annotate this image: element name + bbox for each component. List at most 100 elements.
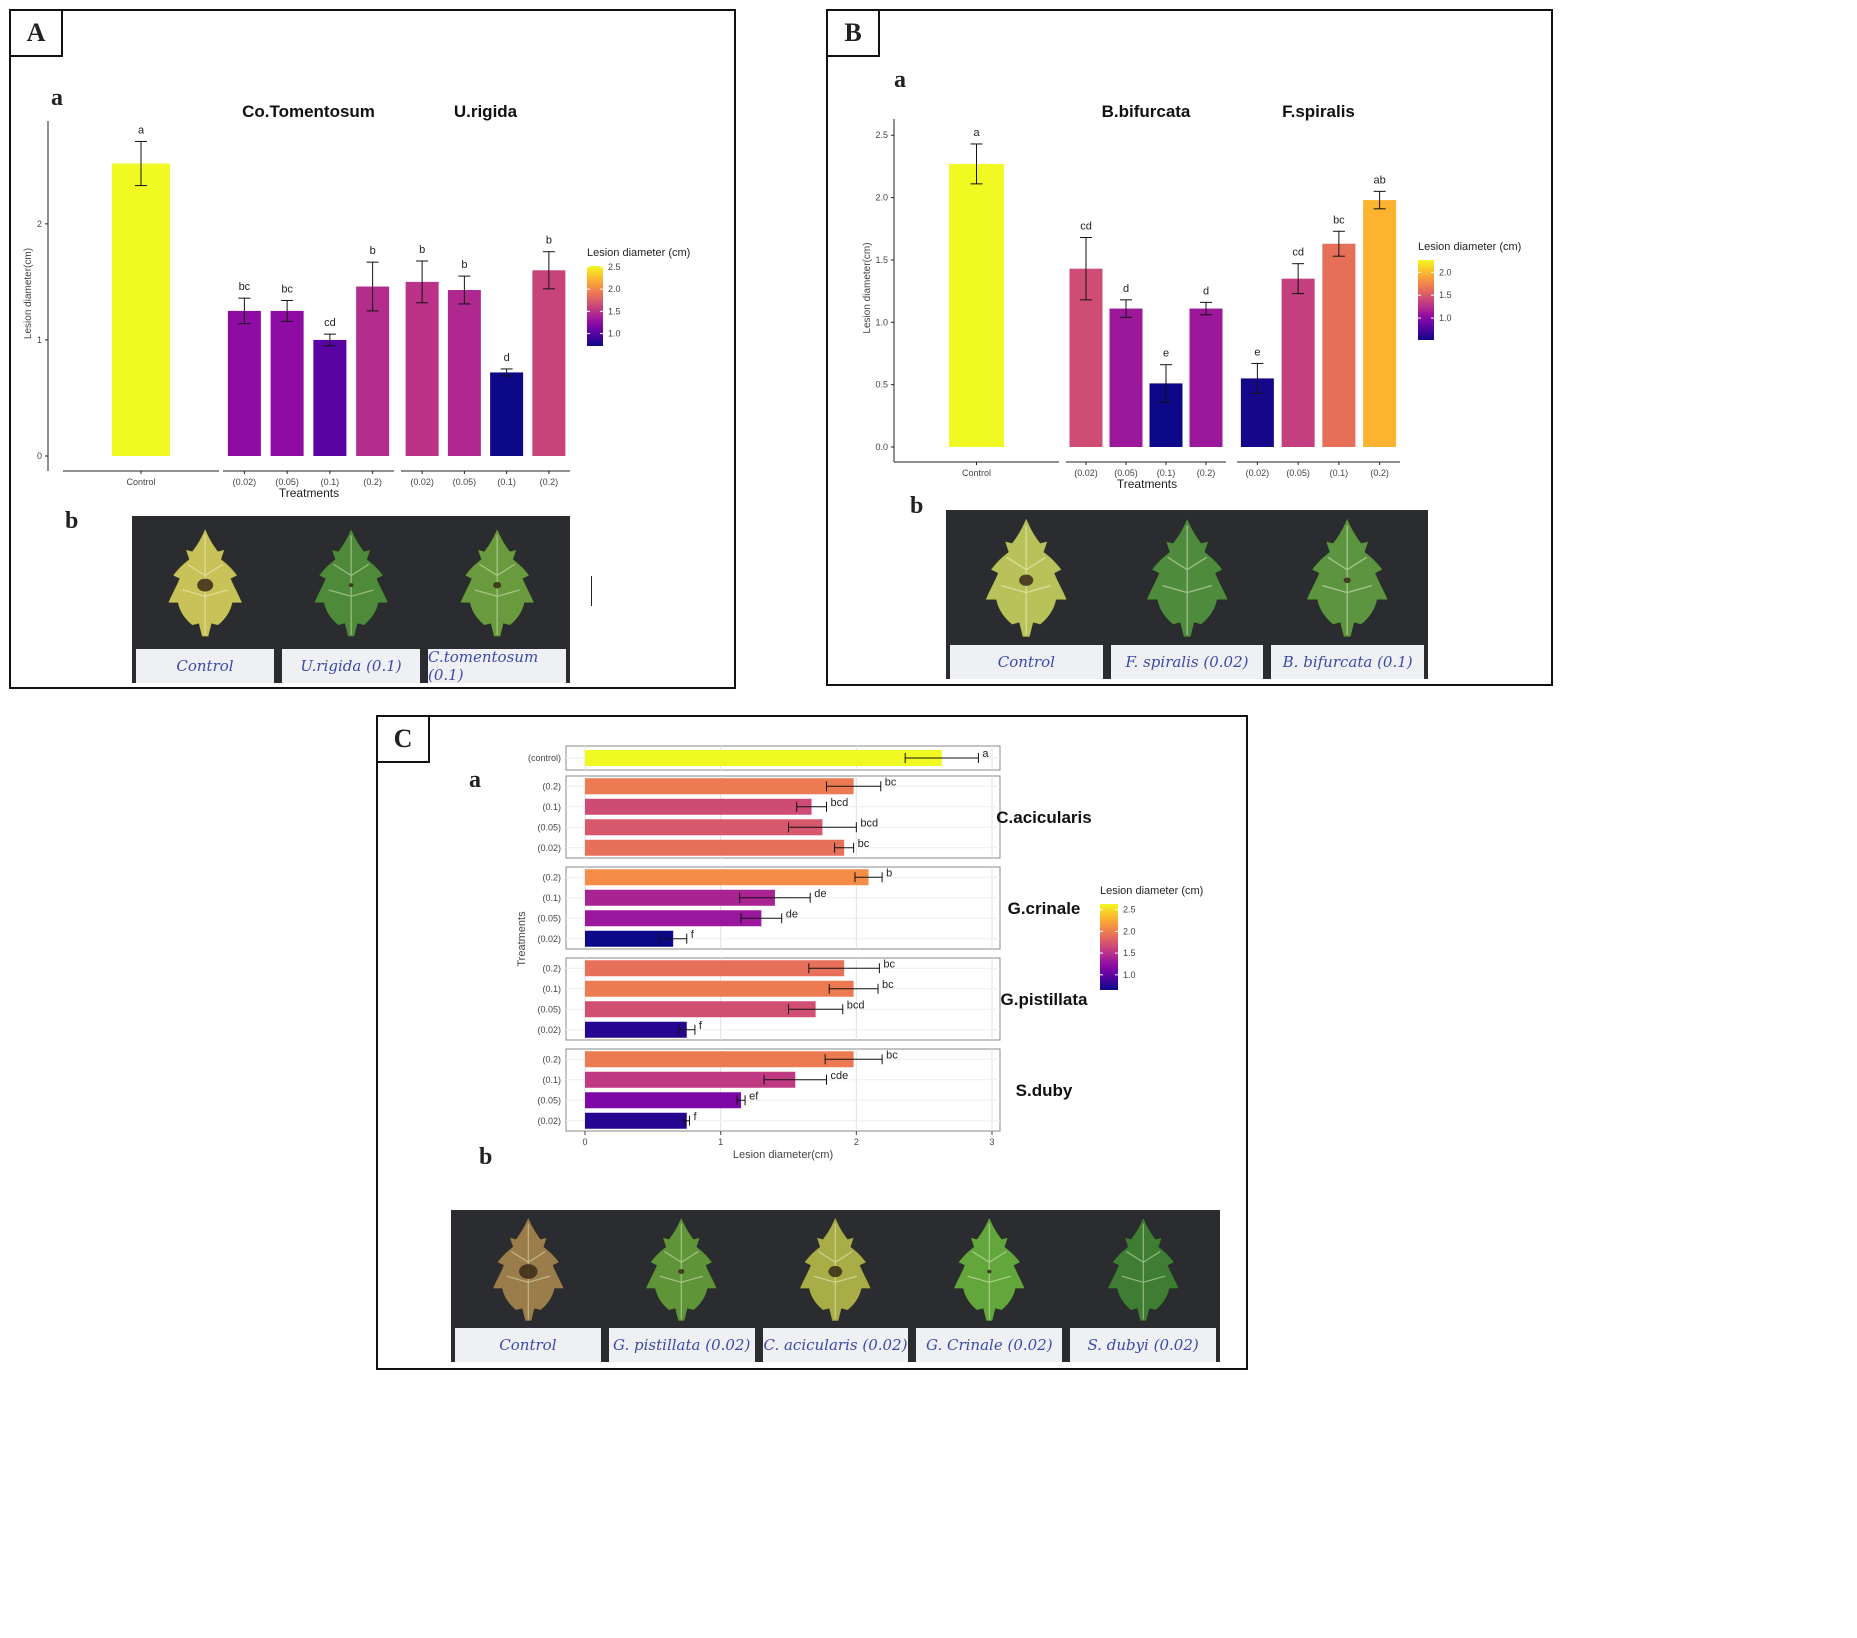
a-legend-tick-label: 1.0 xyxy=(608,329,621,339)
leaf-caption: C.tomentosum (0.1) xyxy=(428,648,566,683)
c-bar xyxy=(585,980,854,997)
b-significance-letter: e xyxy=(1163,348,1169,360)
c-x-axis-title: Lesion diameter(cm) xyxy=(733,1149,833,1161)
c-y-tick-label: (0.05) xyxy=(537,1004,561,1014)
a-x-tick-label: (0.2) xyxy=(540,477,559,487)
b-bar xyxy=(1322,243,1356,447)
a-legend-tick-label: 2.0 xyxy=(608,284,621,294)
c-y-tick-label: (0.2) xyxy=(542,1054,561,1064)
c-y-tick-label: (0.02) xyxy=(537,1116,561,1126)
c-y-tick-label: (0.2) xyxy=(542,963,561,973)
c-y-tick-label: (0.02) xyxy=(537,934,561,944)
leaf-icon xyxy=(1107,1216,1180,1322)
b-significance-letter: ab xyxy=(1374,174,1386,186)
panel-c-sub-a: a xyxy=(469,767,481,793)
c-significance-letter: bc xyxy=(885,776,897,788)
leaf-icon xyxy=(1306,517,1389,638)
c-bar xyxy=(585,1021,687,1038)
c-bar xyxy=(585,839,845,856)
c-legend-tick-label: 1.0 xyxy=(1123,970,1136,980)
c-significance-letter: bc xyxy=(882,979,894,991)
a-significance-letter: b xyxy=(461,259,467,271)
b-significance-letter: d xyxy=(1203,285,1209,297)
a-legend-tick-label: 1.5 xyxy=(608,306,621,316)
leaf-icon xyxy=(953,1216,1026,1322)
a-x-axis-title: Treatments xyxy=(279,486,339,500)
c-y-tick-label: (control) xyxy=(528,753,561,763)
c-significance-letter: bcd xyxy=(860,817,878,829)
panel-b-label: B xyxy=(826,9,880,57)
a-bar xyxy=(112,163,170,456)
a-significance-letter: a xyxy=(138,124,145,136)
c-y-tick-label: (0.05) xyxy=(537,822,561,832)
panel-c-bar-chart: a (control) bc (0.2) bcd (0.1) bcd (0.05) bc (0.0… xyxy=(516,745,1203,1161)
leaf-caption: G. Crinale (0.02) xyxy=(916,1328,1063,1362)
b-x-tick-label: (0.1) xyxy=(1330,468,1349,478)
a-significance-letter: cd xyxy=(324,317,336,329)
c-facet-title: C.acicularis xyxy=(996,808,1091,827)
a-y-tick-label: 0 xyxy=(37,451,42,461)
a-significance-letter: b xyxy=(546,235,552,247)
leaf-caption: S. dubyi (0.02) xyxy=(1070,1328,1216,1362)
panel-a-scale-line xyxy=(591,576,592,606)
c-facet-title: G.crinale xyxy=(1008,899,1081,918)
b-y-tick-label: 1.0 xyxy=(875,317,888,327)
c-bar xyxy=(585,1071,796,1088)
b-y-tick-label: 2.0 xyxy=(875,193,888,203)
c-significance-letter: bc xyxy=(858,838,870,850)
panel-c: C a a (control) bc (0.2) bcd (0.1) bcd (0.05) bc… xyxy=(376,715,1248,1370)
leaf-icon xyxy=(459,527,535,637)
c-legend-colorbar xyxy=(1100,904,1118,990)
a-y-tick-label: 2 xyxy=(37,219,42,229)
b-significance-letter: cd xyxy=(1292,247,1304,259)
c-x-tick-label: 1 xyxy=(718,1137,723,1147)
c-significance-letter: cde xyxy=(830,1070,848,1082)
leaf-caption: U.rigida (0.1) xyxy=(282,649,420,683)
c-x-tick-label: 0 xyxy=(582,1137,587,1147)
b-bar xyxy=(1363,200,1397,447)
b-bar xyxy=(949,163,1004,447)
panel-c-leaf-photo: Control G. pistillata (0.02) C. acicularis… xyxy=(451,1210,1220,1362)
c-y-tick-label: (0.2) xyxy=(542,781,561,791)
b-legend-title: Lesion diameter (cm) xyxy=(1418,241,1521,253)
b-facet-title: B.bifurcata xyxy=(1102,102,1191,121)
c-bar xyxy=(585,930,674,947)
leaf-icon xyxy=(313,527,389,637)
a-x-tick-label: (0.02) xyxy=(410,477,434,487)
leaf-caption: G. pistillata (0.02) xyxy=(608,1328,755,1362)
c-x-tick-label: 2 xyxy=(854,1137,859,1147)
a-legend-tick-label: 2.5 xyxy=(608,262,621,272)
leaf-caption: F. spiralis (0.02) xyxy=(1110,645,1264,679)
leaf-caption: Control xyxy=(455,1328,601,1362)
a-bar xyxy=(313,339,347,456)
b-significance-letter: a xyxy=(973,127,980,139)
panel-a-leaf-photo: Control U.rigida (0.1) C.tomentosum (0.1) xyxy=(132,516,570,683)
b-x-tick-label: (0.02) xyxy=(1246,468,1270,478)
c-significance-letter: f xyxy=(693,1111,697,1123)
leaf-caption: C. acicularis (0.02) xyxy=(762,1328,909,1362)
panel-a: A a 0 1 2 Lesion diameter(cm) a Control Co.Tom… xyxy=(9,9,736,689)
c-y-tick-label: (0.05) xyxy=(537,913,561,923)
panel-a-sub-a: a xyxy=(51,85,63,111)
a-bar xyxy=(447,290,481,456)
c-bar xyxy=(585,1001,816,1018)
c-bar xyxy=(585,1051,854,1068)
panel-b-sub-a: a xyxy=(894,67,906,93)
c-y-tick-label: (0.05) xyxy=(537,1095,561,1105)
c-y-tick-label: (0.2) xyxy=(542,872,561,882)
b-x-tick-label: (0.05) xyxy=(1286,468,1310,478)
c-y-tick-label: (0.1) xyxy=(542,802,561,812)
leaf-caption: Control xyxy=(136,649,274,683)
b-x-tick-label: (0.05) xyxy=(1114,468,1138,478)
b-legend-tick-label: 1.0 xyxy=(1439,313,1452,323)
leaf-icon xyxy=(645,1216,718,1322)
c-significance-letter: b xyxy=(886,867,892,879)
b-significance-letter: e xyxy=(1254,346,1260,358)
b-legend-tick-label: 2.0 xyxy=(1439,267,1452,277)
a-x-tick-label: (0.1) xyxy=(321,477,340,487)
b-legend-colorbar xyxy=(1418,260,1434,340)
a-x-tick-label: (0.2) xyxy=(363,477,382,487)
b-y-tick-label: 0.0 xyxy=(875,442,888,452)
a-bar xyxy=(356,286,390,456)
b-y-tick-label: 2.5 xyxy=(875,130,888,140)
